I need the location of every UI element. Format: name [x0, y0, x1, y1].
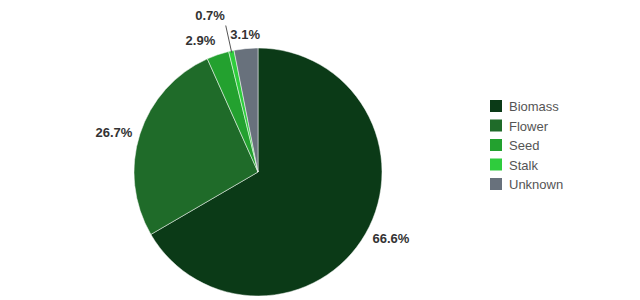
legend-swatch — [490, 178, 502, 190]
data-labels: 66.6% 26.7% 2.9% 0.7% 3.1% — [95, 8, 409, 246]
chart: 66.6% 26.7% 2.9% 0.7% 3.1% Biomass Flower Seed S… — [0, 0, 640, 300]
legend-item: Stalk — [490, 158, 538, 173]
data-label: 26.7% — [95, 125, 132, 140]
data-label: 3.1% — [230, 27, 260, 42]
legend-label: Stalk — [509, 158, 538, 173]
legend-swatch — [490, 159, 502, 171]
legend-item: Unknown — [490, 177, 563, 192]
data-label: 0.7% — [195, 8, 225, 23]
legend-swatch — [490, 100, 502, 112]
legend-label: Seed — [509, 138, 539, 153]
data-label: 2.9% — [186, 33, 216, 48]
legend-swatch — [490, 139, 502, 151]
legend-label: Unknown — [509, 177, 563, 192]
legend-swatch — [490, 120, 502, 132]
legend-label: Biomass — [509, 99, 559, 114]
legend: Biomass Flower Seed Stalk Unknown — [490, 99, 563, 192]
legend-item: Biomass — [490, 99, 559, 114]
legend-label: Flower — [509, 119, 549, 134]
pie-slice — [234, 48, 258, 172]
data-label: 66.6% — [372, 231, 409, 246]
legend-item: Flower — [490, 119, 549, 134]
pie — [134, 48, 382, 296]
legend-item: Seed — [490, 138, 539, 153]
